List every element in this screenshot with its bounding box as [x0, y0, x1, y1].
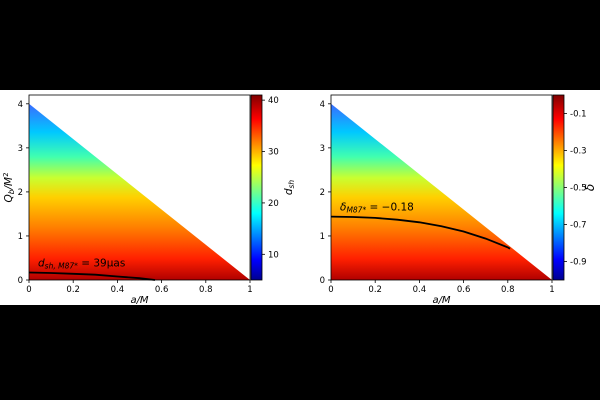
colorbar	[552, 94, 565, 281]
x-tick-label: 0.2	[368, 285, 382, 295]
colorbar-tick-label: -0.1	[570, 110, 587, 120]
x-tick-label: 0.6	[457, 285, 471, 295]
x-tick-label: 0	[26, 285, 31, 295]
filled-region	[331, 103, 552, 280]
colorbar-tick-label: -0.9	[570, 258, 587, 268]
filled-region	[29, 103, 250, 280]
x-tick-label: 0.4	[413, 285, 427, 295]
y-label-m: /M	[3, 177, 15, 191]
panel-2: δM87* = −0.180 0.2 0.4 0.6 0.8 101234a/M-0.1-…	[320, 94, 597, 306]
contour-label-value: = −0.18	[366, 202, 414, 214]
contour-line	[330, 215, 511, 250]
y-label-sub: b	[7, 189, 16, 194]
contour-label: dsh, M87* = 39μas	[38, 258, 125, 271]
x-tick-label: 0	[328, 285, 333, 295]
contour-label-main: δ	[340, 202, 346, 214]
x-axis-label: a/M	[130, 295, 148, 305]
x-tick-label: 1	[247, 285, 252, 295]
colorbar-label: δ	[583, 184, 597, 191]
colorbar-tick-label: -0.5	[570, 184, 587, 194]
colorbar-label-main: d	[283, 188, 295, 195]
y-tick-label: 2	[18, 188, 23, 198]
y-tick-label: 4	[320, 100, 325, 110]
y-label-sup: 2	[2, 172, 10, 176]
colorbar-label-sub: sh	[287, 180, 296, 189]
colorbar-label: dsh	[283, 180, 296, 196]
y-tick-label: 4	[18, 100, 23, 110]
y-tick-label: 1	[18, 232, 23, 242]
contour-label-main: d	[38, 258, 45, 270]
colorbar-tick-label: 20	[268, 199, 279, 209]
contour-line	[28, 271, 156, 281]
x-tick-label: 0.2	[66, 285, 80, 295]
x-tick-label: 0.8	[501, 285, 515, 295]
x-tick-label: 0.8	[199, 285, 213, 295]
plot-frame	[330, 94, 553, 281]
colorbar-tick-label: -0.3	[570, 147, 587, 157]
plot-frame	[28, 94, 251, 281]
x-tick-label: 0.4	[111, 285, 125, 295]
colorbar-tick-label: 30	[268, 148, 279, 158]
x-tick-label: 1	[549, 285, 554, 295]
contour-label-value: = 39μas	[78, 258, 125, 270]
y-label-q: Q	[3, 194, 15, 202]
x-axis-label: a/M	[432, 295, 450, 305]
colorbar	[250, 94, 263, 281]
y-tick-label: 0	[320, 276, 325, 286]
contour-label: δM87* = −0.18	[340, 202, 414, 215]
contour-label-subscript: sh, M87*	[45, 262, 78, 271]
colorbar-tick-label: 10	[268, 250, 279, 260]
y-axis-label: Qb/M2	[2, 172, 16, 202]
y-tick-label: 3	[320, 144, 325, 154]
y-tick-label: 3	[18, 144, 23, 154]
y-tick-label: 0	[18, 276, 23, 286]
y-tick-label: 1	[320, 232, 325, 242]
colorbar-tick-label: -0.7	[570, 221, 587, 231]
contour-label-subscript: M87*	[346, 206, 366, 215]
colorbar-tick-label: 40	[268, 96, 279, 106]
x-tick-label: 0.6	[155, 285, 169, 295]
figure: dsh, M87* = 39μas 0 0.2 0.4 0.6 0.8 1 0 1 2 3 4 a/M Q…	[0, 90, 600, 306]
y-tick-label: 2	[320, 188, 325, 198]
